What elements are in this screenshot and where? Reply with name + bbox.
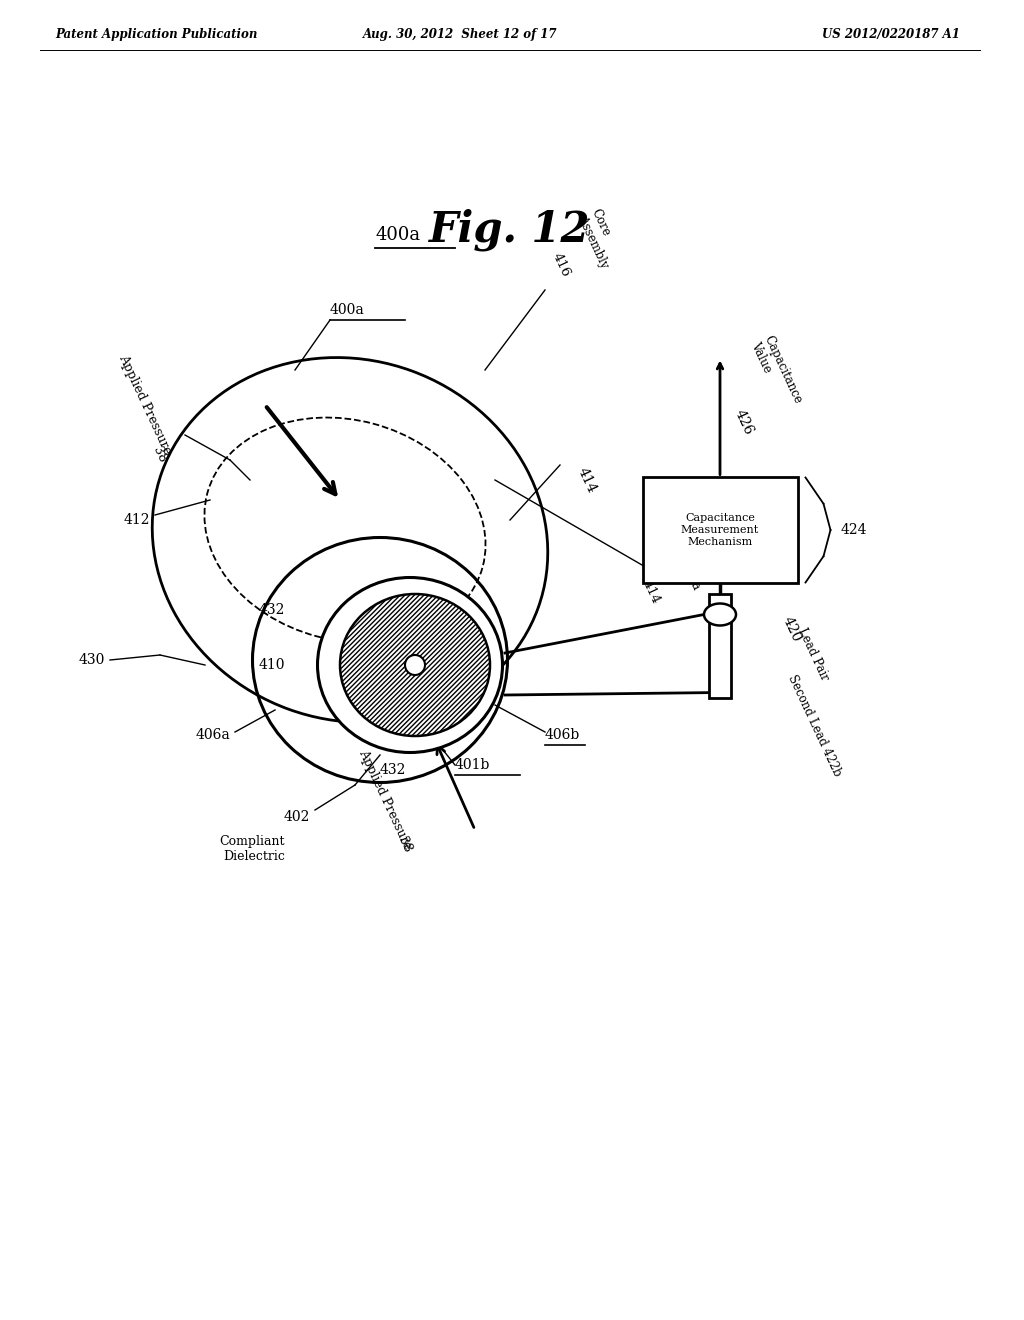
- Text: 424: 424: [841, 523, 867, 537]
- Circle shape: [406, 655, 425, 675]
- Text: 38: 38: [395, 836, 415, 855]
- Text: 420: 420: [780, 615, 804, 644]
- Text: Capacitance
Measurement
Mechanism: Capacitance Measurement Mechanism: [681, 513, 759, 546]
- Text: 400a: 400a: [375, 226, 420, 244]
- Text: 416: 416: [550, 251, 572, 280]
- Text: Patent Application Publication: Patent Application Publication: [55, 28, 257, 41]
- Text: 401b: 401b: [455, 758, 490, 772]
- Text: 432: 432: [259, 603, 285, 616]
- Ellipse shape: [317, 578, 503, 752]
- Text: Fig. 12: Fig. 12: [429, 209, 591, 251]
- Text: Aug. 30, 2012  Sheet 12 of 17: Aug. 30, 2012 Sheet 12 of 17: [362, 28, 557, 41]
- Text: Compliant
Dielectric: Compliant Dielectric: [219, 836, 285, 863]
- Text: 38: 38: [151, 445, 169, 465]
- Text: 412: 412: [124, 513, 150, 527]
- Text: 414: 414: [575, 465, 599, 495]
- Text: Capacitance
Value: Capacitance Value: [748, 334, 805, 412]
- Text: First Lead: First Lead: [645, 517, 685, 582]
- Text: 414: 414: [640, 578, 663, 606]
- Text: Lead Pair: Lead Pair: [795, 626, 830, 682]
- Text: US 2012/0220187 A1: US 2012/0220187 A1: [822, 28, 961, 41]
- Text: 422a: 422a: [678, 558, 702, 593]
- Text: 406b: 406b: [545, 729, 581, 742]
- Text: 410: 410: [258, 657, 285, 672]
- Text: 430: 430: [79, 653, 105, 667]
- Bar: [642, 478, 798, 582]
- Text: Core
Assembly: Core Assembly: [575, 207, 625, 271]
- Bar: [709, 594, 731, 697]
- Text: 400a: 400a: [330, 304, 365, 317]
- Text: Applied Pressure: Applied Pressure: [116, 352, 174, 457]
- Text: Applied Pressure: Applied Pressure: [356, 748, 414, 851]
- Ellipse shape: [340, 594, 490, 737]
- Ellipse shape: [705, 603, 736, 626]
- Text: 426: 426: [732, 408, 756, 437]
- Text: 432: 432: [380, 763, 407, 777]
- Text: Second Lead 422b: Second Lead 422b: [785, 672, 844, 779]
- Text: 402: 402: [284, 810, 310, 824]
- Text: 406a: 406a: [196, 729, 230, 742]
